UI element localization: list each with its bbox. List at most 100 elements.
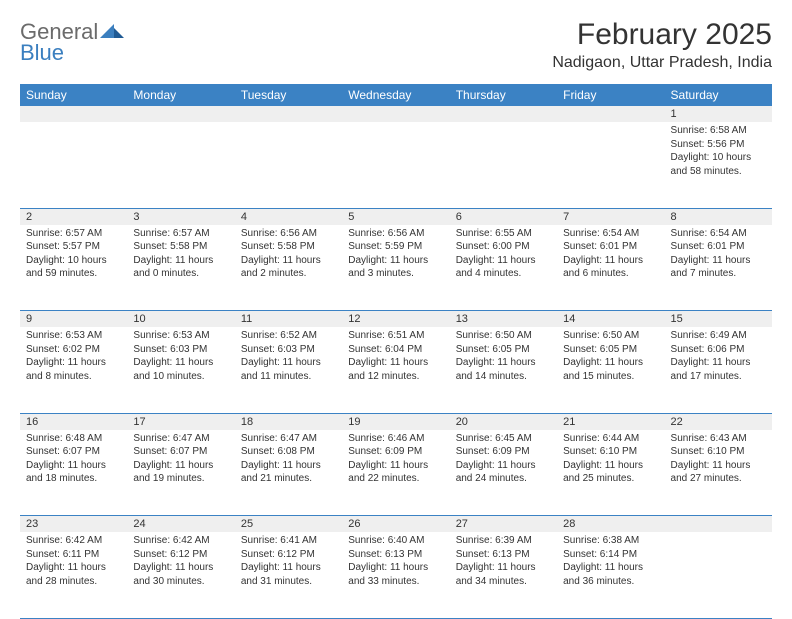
day-line: and 15 minutes. bbox=[563, 370, 658, 384]
day-cell: Sunrise: 6:52 AMSunset: 6:03 PMDaylight:… bbox=[235, 327, 342, 413]
day-line: Sunset: 5:56 PM bbox=[671, 138, 766, 152]
day-details: Sunrise: 6:50 AMSunset: 6:05 PMDaylight:… bbox=[450, 327, 557, 387]
day-number: 26 bbox=[342, 516, 449, 533]
day-line: Sunset: 6:03 PM bbox=[133, 343, 228, 357]
day-line: Sunset: 6:07 PM bbox=[133, 445, 228, 459]
week-0-numbers: 1 bbox=[20, 106, 772, 122]
logo-word2: Blue bbox=[20, 40, 64, 65]
day-number: 22 bbox=[665, 413, 772, 430]
day-details: Sunrise: 6:39 AMSunset: 6:13 PMDaylight:… bbox=[450, 532, 557, 592]
day-line: Sunrise: 6:42 AM bbox=[26, 534, 121, 548]
day-line: and 24 minutes. bbox=[456, 472, 551, 486]
day-line: Daylight: 11 hours bbox=[133, 254, 228, 268]
day-line: Sunrise: 6:42 AM bbox=[133, 534, 228, 548]
logo: General Blue bbox=[20, 18, 124, 64]
day-number bbox=[557, 106, 664, 122]
day-cell: Sunrise: 6:47 AMSunset: 6:07 PMDaylight:… bbox=[127, 430, 234, 516]
day-line: Daylight: 11 hours bbox=[26, 356, 121, 370]
day-line: Daylight: 11 hours bbox=[133, 356, 228, 370]
day-details: Sunrise: 6:57 AMSunset: 5:57 PMDaylight:… bbox=[20, 225, 127, 285]
day-line: Sunset: 5:58 PM bbox=[133, 240, 228, 254]
day-line: Daylight: 11 hours bbox=[348, 254, 443, 268]
day-line: and 8 minutes. bbox=[26, 370, 121, 384]
week-1-numbers: 2345678 bbox=[20, 208, 772, 225]
day-line: Sunset: 6:12 PM bbox=[241, 548, 336, 562]
day-line: Sunset: 6:05 PM bbox=[456, 343, 551, 357]
day-line: Sunset: 6:10 PM bbox=[563, 445, 658, 459]
day-line: Daylight: 11 hours bbox=[671, 459, 766, 473]
day-cell: Sunrise: 6:49 AMSunset: 6:06 PMDaylight:… bbox=[665, 327, 772, 413]
day-line: and 4 minutes. bbox=[456, 267, 551, 281]
day-details: Sunrise: 6:42 AMSunset: 6:12 PMDaylight:… bbox=[127, 532, 234, 592]
week-0-body: Sunrise: 6:58 AMSunset: 5:56 PMDaylight:… bbox=[20, 122, 772, 208]
day-line: Sunset: 6:10 PM bbox=[671, 445, 766, 459]
week-4-body: Sunrise: 6:42 AMSunset: 6:11 PMDaylight:… bbox=[20, 532, 772, 618]
day-line: Sunrise: 6:50 AM bbox=[456, 329, 551, 343]
day-line: and 0 minutes. bbox=[133, 267, 228, 281]
day-line: Daylight: 11 hours bbox=[671, 356, 766, 370]
day-details: Sunrise: 6:49 AMSunset: 6:06 PMDaylight:… bbox=[665, 327, 772, 387]
week-3-body: Sunrise: 6:48 AMSunset: 6:07 PMDaylight:… bbox=[20, 430, 772, 516]
day-number: 9 bbox=[20, 311, 127, 328]
day-line: and 3 minutes. bbox=[348, 267, 443, 281]
day-line: Sunset: 6:09 PM bbox=[456, 445, 551, 459]
day-number bbox=[235, 106, 342, 122]
day-line: and 7 minutes. bbox=[671, 267, 766, 281]
day-line: Sunset: 6:02 PM bbox=[26, 343, 121, 357]
day-cell: Sunrise: 6:42 AMSunset: 6:12 PMDaylight:… bbox=[127, 532, 234, 618]
day-line: Sunset: 5:59 PM bbox=[348, 240, 443, 254]
day-details: Sunrise: 6:52 AMSunset: 6:03 PMDaylight:… bbox=[235, 327, 342, 387]
day-cell bbox=[557, 122, 664, 208]
day-cell: Sunrise: 6:45 AMSunset: 6:09 PMDaylight:… bbox=[450, 430, 557, 516]
day-line: Daylight: 11 hours bbox=[133, 561, 228, 575]
day-cell: Sunrise: 6:38 AMSunset: 6:14 PMDaylight:… bbox=[557, 532, 664, 618]
day-line: Daylight: 11 hours bbox=[133, 459, 228, 473]
day-line: Sunset: 6:09 PM bbox=[348, 445, 443, 459]
day-cell: Sunrise: 6:47 AMSunset: 6:08 PMDaylight:… bbox=[235, 430, 342, 516]
week-4-numbers: 232425262728 bbox=[20, 516, 772, 533]
day-line: and 18 minutes. bbox=[26, 472, 121, 486]
day-number: 19 bbox=[342, 413, 449, 430]
day-line: and 21 minutes. bbox=[241, 472, 336, 486]
day-number: 17 bbox=[127, 413, 234, 430]
day-number: 11 bbox=[235, 311, 342, 328]
day-line: and 27 minutes. bbox=[671, 472, 766, 486]
day-line: Sunset: 5:58 PM bbox=[241, 240, 336, 254]
day-details: Sunrise: 6:45 AMSunset: 6:09 PMDaylight:… bbox=[450, 430, 557, 490]
day-details: Sunrise: 6:40 AMSunset: 6:13 PMDaylight:… bbox=[342, 532, 449, 592]
day-cell: Sunrise: 6:56 AMSunset: 5:58 PMDaylight:… bbox=[235, 225, 342, 311]
day-line: Sunrise: 6:54 AM bbox=[563, 227, 658, 241]
day-details: Sunrise: 6:48 AMSunset: 6:07 PMDaylight:… bbox=[20, 430, 127, 490]
day-cell bbox=[235, 122, 342, 208]
day-cell: Sunrise: 6:54 AMSunset: 6:01 PMDaylight:… bbox=[665, 225, 772, 311]
day-line: Sunrise: 6:46 AM bbox=[348, 432, 443, 446]
day-line: Daylight: 11 hours bbox=[241, 459, 336, 473]
day-details: Sunrise: 6:41 AMSunset: 6:12 PMDaylight:… bbox=[235, 532, 342, 592]
day-line: Sunrise: 6:39 AM bbox=[456, 534, 551, 548]
day-line: Sunset: 6:07 PM bbox=[26, 445, 121, 459]
day-line: and 10 minutes. bbox=[133, 370, 228, 384]
day-line: Daylight: 11 hours bbox=[26, 459, 121, 473]
day-line: Sunrise: 6:47 AM bbox=[133, 432, 228, 446]
day-line: Daylight: 11 hours bbox=[563, 356, 658, 370]
day-cell: Sunrise: 6:57 AMSunset: 5:58 PMDaylight:… bbox=[127, 225, 234, 311]
location: Nadigaon, Uttar Pradesh, India bbox=[552, 54, 772, 72]
day-cell: Sunrise: 6:50 AMSunset: 6:05 PMDaylight:… bbox=[557, 327, 664, 413]
day-number bbox=[450, 106, 557, 122]
day-line: Sunrise: 6:57 AM bbox=[26, 227, 121, 241]
day-number: 8 bbox=[665, 208, 772, 225]
day-line: Sunrise: 6:40 AM bbox=[348, 534, 443, 548]
day-details: Sunrise: 6:54 AMSunset: 6:01 PMDaylight:… bbox=[557, 225, 664, 285]
day-cell: Sunrise: 6:42 AMSunset: 6:11 PMDaylight:… bbox=[20, 532, 127, 618]
day-cell: Sunrise: 6:44 AMSunset: 6:10 PMDaylight:… bbox=[557, 430, 664, 516]
day-cell: Sunrise: 6:58 AMSunset: 5:56 PMDaylight:… bbox=[665, 122, 772, 208]
day-cell: Sunrise: 6:41 AMSunset: 6:12 PMDaylight:… bbox=[235, 532, 342, 618]
day-line: and 19 minutes. bbox=[133, 472, 228, 486]
day-number: 12 bbox=[342, 311, 449, 328]
day-line: Daylight: 11 hours bbox=[456, 254, 551, 268]
weekday-row: SundayMondayTuesdayWednesdayThursdayFrid… bbox=[20, 84, 772, 106]
day-cell: Sunrise: 6:55 AMSunset: 6:00 PMDaylight:… bbox=[450, 225, 557, 311]
day-cell bbox=[342, 122, 449, 208]
weekday-thursday: Thursday bbox=[450, 84, 557, 106]
day-line: Sunset: 5:57 PM bbox=[26, 240, 121, 254]
